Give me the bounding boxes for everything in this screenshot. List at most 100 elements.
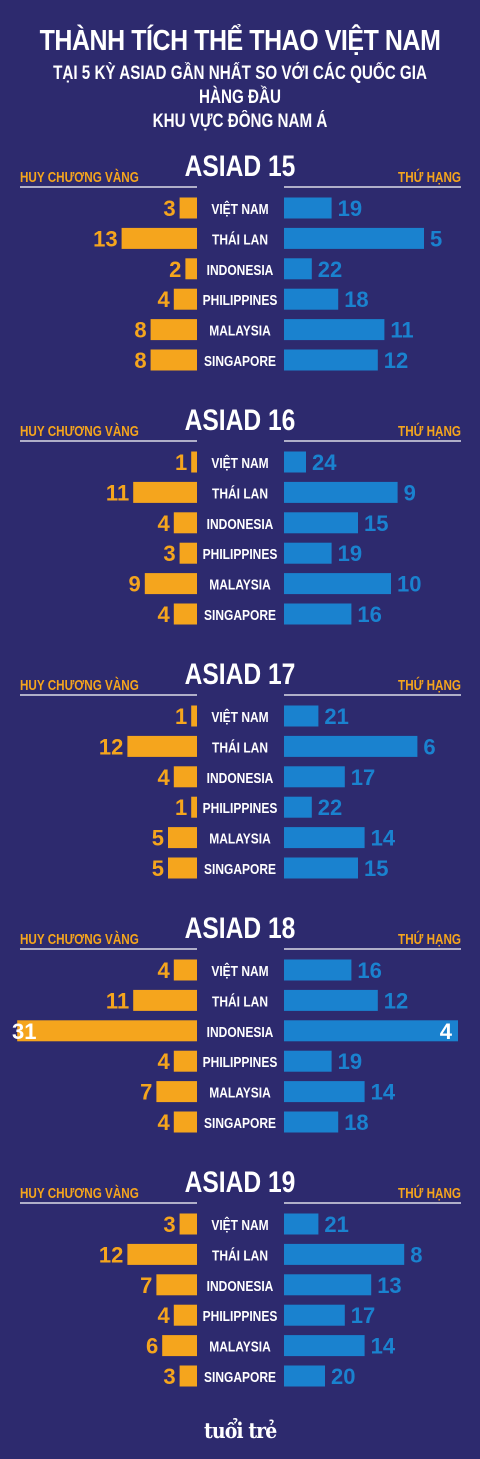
rank-value-label: 14 bbox=[371, 1080, 396, 1105]
rank-bar bbox=[284, 319, 385, 341]
gold-value-label: 4 bbox=[158, 1049, 171, 1074]
country-label: PHILIPPINES bbox=[203, 1308, 278, 1325]
rank-value-label: 15 bbox=[364, 856, 388, 881]
rank-value-label: 8 bbox=[410, 1242, 422, 1267]
rank-bar bbox=[284, 1213, 319, 1235]
rank-bar bbox=[284, 989, 378, 1011]
rank-bar bbox=[284, 796, 312, 818]
country-label: VIỆT NAM bbox=[211, 455, 268, 472]
gold-bar bbox=[179, 1213, 197, 1235]
gold-medal-legend: HUY CHƯƠNG VÀNG bbox=[20, 931, 139, 948]
gold-value-label: 3 bbox=[163, 196, 175, 221]
gold-bar bbox=[173, 959, 197, 981]
country-label: THÁI LAN bbox=[212, 231, 268, 248]
page-subtitle-line-1: TẠI 5 KỲ ASIAD GẦN NHẤT SO VỚI CÁC QUỐC … bbox=[53, 63, 427, 108]
rank-bar bbox=[284, 1020, 458, 1042]
country-label: PHILIPPINES bbox=[203, 1054, 278, 1071]
gold-value-label: 4 bbox=[158, 602, 171, 627]
rank-legend: THỨ HẠNG bbox=[398, 677, 461, 694]
rank-value-label: 16 bbox=[357, 958, 381, 983]
gold-value-label: 4 bbox=[158, 511, 171, 536]
country-label: MALAYSIA bbox=[209, 322, 271, 339]
rank-bar bbox=[284, 451, 306, 473]
gold-bar bbox=[17, 1020, 198, 1042]
gold-medal-legend: HUY CHƯƠNG VÀNG bbox=[20, 423, 139, 440]
gold-value-label: 31 bbox=[12, 1019, 36, 1044]
rank-bar bbox=[284, 1335, 365, 1357]
country-label: INDONESIA bbox=[207, 516, 274, 533]
publisher-logo: tuổi trẻ bbox=[0, 1418, 480, 1443]
country-label: SINGAPORE bbox=[204, 1369, 276, 1386]
rank-bar bbox=[284, 258, 312, 280]
gold-bar bbox=[173, 288, 197, 310]
country-label: THÁI LAN bbox=[212, 1247, 268, 1264]
country-label: SINGAPORE bbox=[204, 353, 276, 370]
rank-bar bbox=[284, 857, 358, 879]
gold-value-label: 8 bbox=[134, 348, 146, 373]
rank-value-label: 21 bbox=[324, 704, 348, 729]
rank-value-label: 15 bbox=[364, 511, 388, 536]
gold-value-label: 5 bbox=[152, 856, 164, 881]
country-label: SINGAPORE bbox=[204, 607, 276, 624]
gold-value-label: 4 bbox=[158, 287, 171, 312]
rank-value-label: 20 bbox=[331, 1364, 355, 1389]
rank-bar bbox=[284, 197, 332, 219]
gold-bar bbox=[168, 827, 197, 849]
gold-value-label: 3 bbox=[163, 1364, 175, 1389]
rank-value-label: 12 bbox=[384, 988, 408, 1013]
section-title: ASIAD 18 bbox=[185, 911, 296, 945]
rank-value-label: 4 bbox=[440, 1019, 453, 1044]
gold-value-label: 1 bbox=[175, 704, 187, 729]
rank-value-label: 17 bbox=[351, 765, 375, 790]
rank-bar bbox=[284, 1050, 332, 1072]
gold-bar bbox=[127, 735, 197, 757]
gold-bar bbox=[173, 1304, 197, 1326]
rank-value-label: 12 bbox=[384, 348, 408, 373]
rank-value-label: 14 bbox=[371, 1334, 396, 1359]
gold-bar bbox=[156, 1081, 197, 1103]
gold-bar bbox=[162, 1335, 197, 1357]
gold-bar bbox=[179, 542, 197, 564]
gold-bar bbox=[168, 857, 197, 879]
country-label: THÁI LAN bbox=[212, 993, 268, 1010]
gold-value-label: 11 bbox=[106, 988, 129, 1013]
gold-bar bbox=[191, 705, 197, 727]
rank-value-label: 22 bbox=[318, 795, 342, 820]
rank-bar bbox=[284, 603, 352, 625]
section-title: ASIAD 17 bbox=[185, 657, 296, 691]
country-label: PHILIPPINES bbox=[203, 546, 278, 563]
header: THÀNH TÍCH THỂ THAO VIỆT NAM TẠI 5 KỲ AS… bbox=[0, 24, 480, 134]
gold-value-label: 1 bbox=[175, 450, 187, 475]
gold-medal-legend: HUY CHƯƠNG VÀNG bbox=[20, 169, 139, 186]
rank-legend: THỨ HẠNG bbox=[398, 169, 461, 186]
gold-value-label: 9 bbox=[129, 572, 141, 597]
gold-bar bbox=[144, 573, 197, 595]
gold-bar bbox=[133, 989, 197, 1011]
gold-value-label: 4 bbox=[158, 958, 171, 983]
rank-value-label: 18 bbox=[344, 287, 368, 312]
rank-value-label: 21 bbox=[324, 1212, 348, 1237]
gold-value-label: 3 bbox=[163, 1212, 175, 1237]
gold-bar bbox=[173, 1050, 197, 1072]
rank-bar bbox=[284, 1365, 325, 1387]
gold-bar bbox=[185, 258, 197, 280]
rank-bar bbox=[284, 1243, 405, 1265]
rank-bar bbox=[284, 1274, 372, 1296]
gold-value-label: 13 bbox=[93, 226, 117, 251]
gold-bar bbox=[127, 1243, 197, 1265]
gold-bar bbox=[150, 349, 197, 371]
rank-value-label: 11 bbox=[390, 318, 413, 343]
section-title: ASIAD 19 bbox=[185, 1165, 296, 1199]
gold-value-label: 1 bbox=[175, 795, 187, 820]
gold-value-label: 5 bbox=[152, 826, 164, 851]
country-label: MALAYSIA bbox=[209, 576, 271, 593]
rank-bar bbox=[284, 1111, 339, 1133]
country-label: INDONESIA bbox=[207, 1024, 274, 1041]
country-label: PHILIPPINES bbox=[203, 292, 278, 309]
gold-bar bbox=[173, 603, 197, 625]
rank-bar bbox=[284, 573, 391, 595]
gold-medal-legend: HUY CHƯƠNG VÀNG bbox=[20, 677, 139, 694]
rank-bar bbox=[284, 227, 424, 249]
gold-value-label: 6 bbox=[146, 1334, 158, 1359]
